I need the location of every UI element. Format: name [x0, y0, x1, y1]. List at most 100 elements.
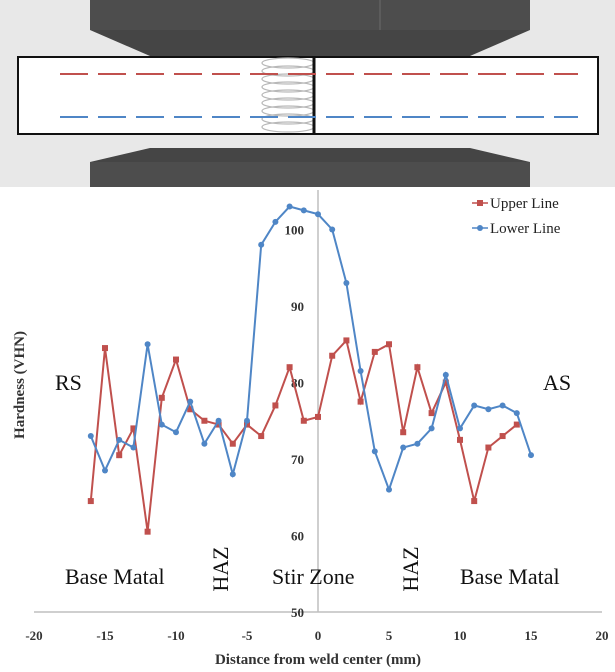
data-point: [315, 211, 321, 218]
data-point: [201, 440, 208, 447]
x-tick-labels: -20 -15 -10 -5 0 5 10 15 20: [25, 628, 608, 643]
data-point: [528, 452, 534, 459]
data-point: [457, 425, 463, 432]
data-point: [130, 425, 137, 432]
annotation-as: AS: [543, 370, 571, 395]
data-point: [130, 444, 137, 451]
data-point: [158, 394, 165, 401]
data-point: [144, 341, 151, 348]
lower-tool-base: [90, 162, 530, 187]
data-point: [400, 444, 407, 451]
x-tick-label: -10: [167, 628, 184, 643]
data-point: [386, 486, 392, 493]
x-tick-label: 15: [525, 628, 539, 643]
region-haz-left: HAZ: [208, 546, 233, 591]
data-point: [442, 371, 449, 378]
data-point: [457, 436, 463, 443]
data-point: [201, 417, 208, 424]
data-point: [414, 364, 421, 371]
data-point: [442, 379, 449, 386]
weld-plate: [17, 56, 599, 135]
data-point: [471, 498, 478, 505]
data-point: [116, 436, 123, 443]
data-point: [315, 413, 321, 420]
region-stir-zone: Stir Zone: [272, 564, 355, 589]
data-point: [499, 433, 506, 440]
upper-tool-taper: [90, 30, 530, 56]
data-point: [485, 444, 492, 451]
upper-tool-shoulder: [90, 0, 530, 30]
annotation-rs: RS: [55, 370, 82, 395]
data-point: [329, 226, 336, 233]
x-tick-label: -15: [96, 628, 114, 643]
x-tick-label: 20: [596, 628, 609, 643]
data-point: [102, 467, 108, 474]
data-point: [400, 429, 407, 436]
legend-label-upper: Upper Line: [490, 196, 559, 212]
data-point: [116, 452, 123, 459]
data-point: [215, 417, 222, 424]
series-line: [89, 338, 518, 532]
data-point: [144, 528, 151, 535]
y-tick-label: 70: [291, 452, 304, 467]
x-tick-label: -5: [242, 628, 253, 643]
y-tick-label: 60: [291, 529, 304, 544]
x-tick-label: -20: [25, 628, 42, 643]
legend-marker-lower: [477, 225, 483, 231]
data-point: [513, 421, 520, 428]
lower-tool-taper: [90, 148, 530, 162]
data-point: [357, 398, 364, 405]
y-tick-label: 50: [291, 605, 304, 620]
data-point: [428, 410, 435, 417]
data-point: [414, 440, 421, 447]
data-point: [300, 207, 307, 214]
weld-schematic: [0, 0, 615, 187]
data-point: [329, 352, 336, 359]
legend-item-upper: Upper Line: [472, 196, 559, 212]
data-point: [471, 402, 478, 409]
data-point: [272, 218, 279, 225]
data-point: [386, 341, 392, 348]
legend: Upper Line Lower Line: [472, 196, 561, 237]
data-point: [343, 337, 350, 344]
data-point: [244, 417, 250, 424]
y-tick-label: 90: [291, 299, 304, 314]
data-point: [187, 398, 194, 405]
data-point: [499, 402, 506, 409]
x-tick-label: 10: [454, 628, 467, 643]
data-point: [173, 429, 179, 436]
data-point: [229, 440, 236, 447]
data-point: [300, 417, 307, 424]
data-point: [229, 471, 236, 478]
data-point: [286, 203, 293, 210]
legend-marker-upper: [477, 200, 483, 206]
data-point: [286, 364, 293, 371]
data-point: [173, 356, 179, 363]
series-lower-line: [87, 203, 534, 493]
data-point: [485, 406, 492, 413]
x-tick-label: 5: [386, 628, 393, 643]
data-point: [158, 421, 165, 428]
x-axis-title: Distance from weld center (mm): [215, 652, 421, 668]
region-base-left: Base Matal: [65, 564, 165, 589]
data-point: [428, 425, 435, 432]
region-haz-right: HAZ: [398, 546, 423, 591]
x-tick-label: 0: [315, 628, 322, 643]
region-base-right: Base Matal: [460, 564, 560, 589]
legend-label-lower: Lower Line: [490, 221, 561, 237]
data-point: [371, 348, 378, 355]
data-point: [187, 406, 194, 413]
y-axis-title: Hardness (VHN): [12, 331, 28, 439]
data-point: [87, 433, 94, 440]
data-point: [87, 498, 94, 505]
data-point: [272, 402, 279, 409]
data-point: [357, 368, 364, 375]
data-point: [102, 345, 108, 352]
data-point: [258, 241, 265, 248]
data-point: [343, 280, 350, 287]
legend-item-lower: Lower Line: [472, 221, 561, 237]
data-point: [513, 410, 520, 417]
